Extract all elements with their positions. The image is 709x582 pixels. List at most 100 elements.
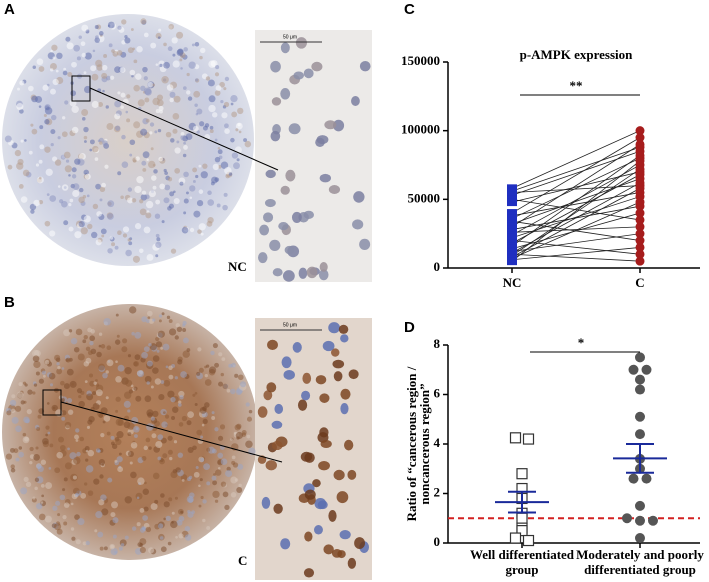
texture <box>17 87 20 91</box>
texture <box>82 117 86 121</box>
texture <box>204 365 207 369</box>
texture <box>215 469 222 476</box>
texture <box>137 370 145 378</box>
texture <box>141 526 146 531</box>
texture <box>145 437 151 443</box>
texture <box>177 452 184 458</box>
texture <box>67 71 73 78</box>
texture <box>55 69 59 73</box>
texture <box>6 410 12 416</box>
texture <box>241 429 247 435</box>
nucleus <box>322 340 335 352</box>
texture <box>183 171 189 178</box>
texture <box>151 433 157 439</box>
texture <box>215 65 220 70</box>
texture <box>70 502 74 506</box>
texture <box>154 378 162 385</box>
texture <box>182 337 189 344</box>
pair-line <box>511 201 641 259</box>
texture <box>67 447 70 451</box>
texture <box>48 372 56 380</box>
texture <box>230 492 237 498</box>
texture <box>71 126 79 134</box>
texture <box>133 121 141 129</box>
nucleus <box>323 544 334 555</box>
point <box>628 473 639 484</box>
texture <box>44 107 53 115</box>
texture <box>158 105 164 111</box>
c-point <box>635 183 645 193</box>
texture <box>72 183 80 190</box>
point <box>516 512 528 524</box>
texture <box>63 477 68 482</box>
texture <box>121 19 127 25</box>
texture <box>96 351 102 358</box>
nucleus <box>340 402 349 415</box>
pair-line <box>511 144 641 228</box>
nucleus <box>284 245 295 255</box>
texture <box>171 416 176 421</box>
texture <box>30 209 35 214</box>
nucleus <box>263 212 274 223</box>
texture <box>144 375 152 383</box>
texture <box>141 351 148 359</box>
texture <box>75 439 79 442</box>
texture <box>112 517 119 524</box>
texture <box>72 487 80 495</box>
nucleus <box>269 239 281 251</box>
texture <box>29 460 33 465</box>
texture <box>237 374 244 381</box>
texture <box>92 145 99 153</box>
texture <box>116 50 123 56</box>
texture <box>161 76 169 84</box>
texture <box>142 488 150 495</box>
texture <box>147 316 151 319</box>
texture <box>71 174 77 179</box>
texture <box>174 147 181 154</box>
texture <box>228 363 233 368</box>
texture <box>217 452 224 459</box>
texture <box>198 189 204 194</box>
texture <box>15 425 22 433</box>
texture <box>39 176 42 180</box>
texture <box>145 212 152 219</box>
texture <box>182 328 187 332</box>
texture <box>117 230 122 236</box>
y-tick-label: 0 <box>434 534 441 549</box>
texture <box>223 87 227 91</box>
texture <box>178 533 184 539</box>
texture <box>105 75 111 81</box>
nc-point <box>507 191 517 200</box>
texture <box>95 389 103 397</box>
y-tick-label: 8 <box>434 336 441 351</box>
texture <box>206 447 211 452</box>
nucleus <box>316 135 329 145</box>
texture <box>202 163 208 169</box>
texture <box>78 35 82 39</box>
texture <box>102 420 106 424</box>
texture <box>32 65 36 69</box>
panel-label: D <box>404 319 415 336</box>
texture <box>45 168 53 176</box>
texture <box>73 44 81 52</box>
texture <box>234 424 241 431</box>
texture <box>40 501 44 504</box>
texture <box>52 56 56 60</box>
texture <box>224 504 230 510</box>
y-tick-label: 50000 <box>408 190 441 205</box>
texture <box>84 140 87 143</box>
texture <box>182 320 187 326</box>
texture <box>144 97 150 103</box>
y-axis-label: Ratio of “cancerous region / <box>404 366 419 521</box>
texture <box>105 396 109 400</box>
texture <box>38 199 44 205</box>
texture <box>105 105 109 109</box>
point <box>516 525 528 537</box>
texture <box>146 409 154 417</box>
nucleus <box>359 60 371 72</box>
texture <box>127 354 132 358</box>
significance: ** <box>570 78 583 93</box>
nucleus <box>318 460 330 471</box>
texture <box>54 467 61 474</box>
texture <box>192 167 198 173</box>
